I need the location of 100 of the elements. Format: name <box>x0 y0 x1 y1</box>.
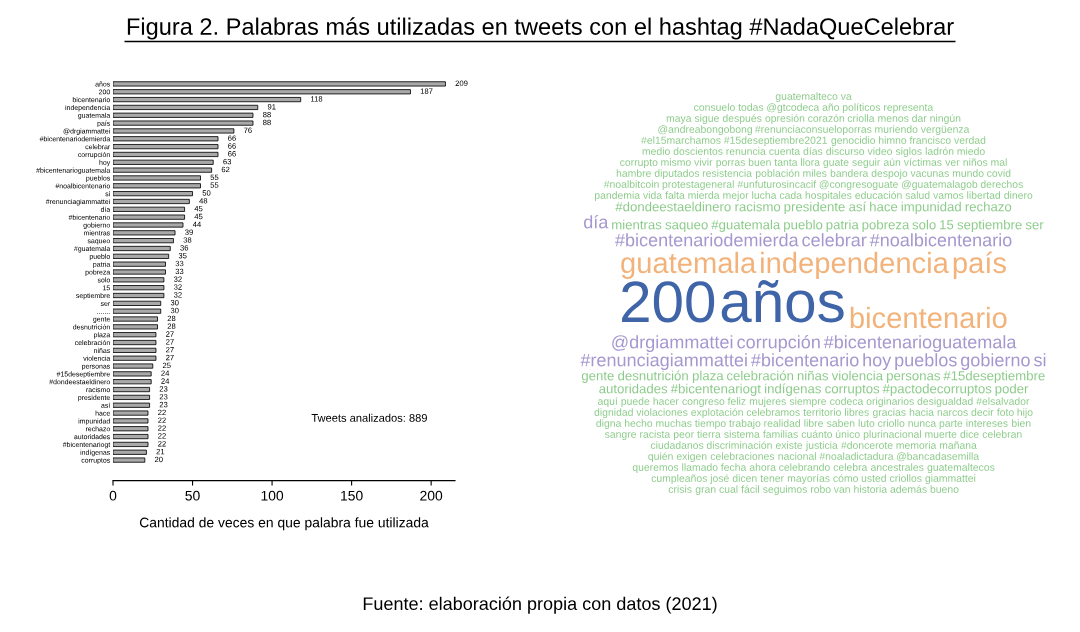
text: desigualdad <box>917 397 973 407</box>
bar <box>113 136 219 142</box>
text: existe <box>775 441 803 449</box>
text: poder <box>995 383 1029 396</box>
text: bicentenario <box>850 306 1007 329</box>
text: @drgiammattei <box>612 335 733 352</box>
text: familias <box>763 430 798 438</box>
text: representa <box>884 104 934 113</box>
text: #dondeestaeldinero <box>615 201 731 212</box>
text: fácil <box>741 485 759 493</box>
bar <box>113 198 190 205</box>
bar <box>113 159 214 165</box>
text: menos <box>878 116 909 122</box>
text: nunca <box>908 421 937 427</box>
bar <box>113 253 170 259</box>
text: plaza <box>692 370 724 383</box>
text: cómo <box>833 474 858 482</box>
bar <box>113 238 174 244</box>
bar <box>113 371 152 377</box>
text: racista <box>640 430 671 438</box>
bar <box>113 332 157 338</box>
bar <box>113 104 259 110</box>
text: celebramos <box>746 408 800 416</box>
text: mejor <box>723 191 749 201</box>
text: hijo <box>1017 408 1033 418</box>
text: medio <box>642 147 670 155</box>
text: quién <box>648 452 673 462</box>
text: pueblos <box>895 353 957 370</box>
text: día <box>584 214 609 229</box>
x-axis-title: Cantidad de veces en que palabra fue utilizada <box>139 517 429 531</box>
bar <box>113 394 151 400</box>
text: hambre <box>616 169 651 177</box>
text: #noaladictadura <box>819 452 894 460</box>
text: narcos <box>937 410 968 416</box>
text: criollo <box>878 419 905 427</box>
bar <box>113 167 213 173</box>
text: septiembre <box>957 219 1022 232</box>
bar <box>113 214 185 220</box>
text: personas <box>887 373 940 383</box>
text: muchas <box>656 419 692 427</box>
text: bien <box>1012 419 1031 427</box>
text: educación <box>855 191 902 199</box>
text: @gtcodeca <box>767 103 820 113</box>
text: pueblo <box>784 219 823 232</box>
text: crisis <box>668 485 692 493</box>
text: @congresoguate <box>819 180 898 190</box>
text: despojo <box>871 169 908 179</box>
text: víctimas <box>903 158 942 166</box>
text: hospitales <box>805 191 852 201</box>
text: renuncia <box>726 147 766 155</box>
bar <box>113 230 176 236</box>
bar <box>113 418 149 424</box>
bar <box>113 191 193 197</box>
text: dinero <box>1004 191 1033 199</box>
text: congreso <box>682 399 725 407</box>
text: pandemia <box>594 191 641 201</box>
text: #renunciaconsueloporras <box>754 125 872 135</box>
text: #noalbicentenario <box>869 233 1012 247</box>
text: desnutrición <box>618 370 688 381</box>
bar <box>113 269 166 275</box>
text: siempre <box>789 397 827 407</box>
text: Figura 2. Palabras más utilizadas en tweets con el hashtag #NadaQueCelebrar <box>127 17 954 40</box>
text: aquí <box>598 397 618 407</box>
text: saben <box>826 419 855 427</box>
bar <box>113 151 219 158</box>
text: celebrar <box>802 233 867 247</box>
text: buen <box>748 158 771 166</box>
text: usted <box>861 474 886 482</box>
text: celebración <box>727 370 794 381</box>
text: dignidad <box>594 408 633 418</box>
text: video <box>867 147 893 155</box>
text: sigue <box>694 114 719 124</box>
text: corazón <box>808 114 845 122</box>
text: historia <box>854 485 888 493</box>
text: muriendo <box>875 125 918 133</box>
text: #doncerote <box>840 441 893 449</box>
text: foto <box>996 408 1014 416</box>
text: libertad <box>967 191 1001 199</box>
text: cada <box>779 191 803 199</box>
text: #elsalvador <box>976 397 1030 405</box>
text: mismo <box>661 158 691 166</box>
text: saqueo <box>665 222 708 232</box>
text: patria <box>826 219 859 232</box>
text: #bicentenariogt <box>670 383 761 396</box>
text: digna <box>596 419 622 429</box>
text: indígenas <box>765 383 821 396</box>
text: #bicentenario <box>750 353 859 367</box>
text: parte <box>939 420 963 429</box>
text: dar <box>912 114 927 122</box>
text: van <box>833 487 850 493</box>
text: consuelo <box>694 103 735 111</box>
text: hacer <box>653 397 679 405</box>
text: miedo <box>957 147 985 155</box>
text: vida <box>642 191 663 199</box>
bar <box>113 386 151 393</box>
text: impunidad <box>901 201 961 214</box>
bar <box>113 457 146 463</box>
text: porras <box>716 160 745 168</box>
text: discriminación <box>706 441 772 449</box>
text: criollos <box>890 474 922 482</box>
